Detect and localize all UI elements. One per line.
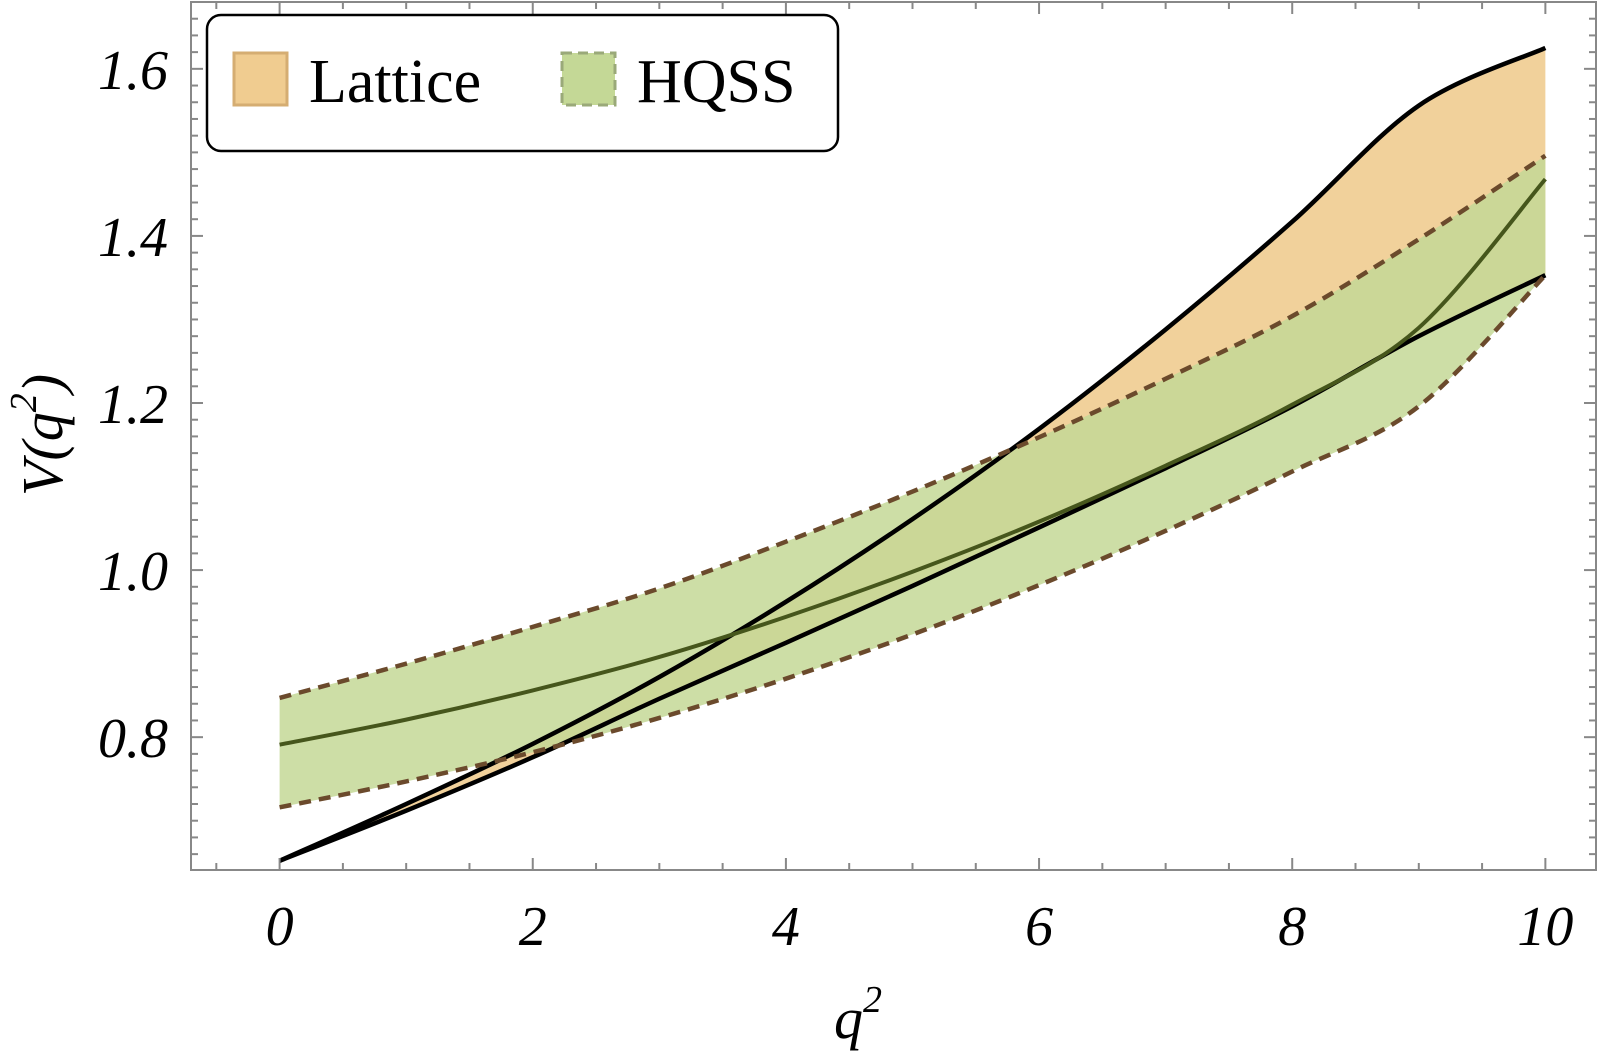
hqss-lower-line — [279, 273, 1547, 810]
hqss-upper-line — [279, 153, 1547, 701]
y-tick-label: 1.2 — [98, 374, 168, 436]
y-tick-label: 1.0 — [98, 541, 168, 603]
x-axis-title: q2 — [834, 979, 882, 1051]
plot-layer — [278, 45, 1547, 863]
x-tick-label: 4 — [772, 896, 800, 958]
legend-swatch-lattice — [232, 51, 289, 107]
legend: Lattice HQSS — [205, 13, 840, 153]
y-tick-label: 1.4 — [98, 207, 168, 269]
legend-label-hqss: HQSS — [637, 48, 796, 116]
x-tick-label: 8 — [1278, 896, 1306, 958]
legend-swatch-hqss — [560, 51, 617, 107]
y-ticks: 0.8 1.0 1.2 1.4 1.6 — [98, 0, 1596, 856]
y-tick-label: 0.8 — [98, 708, 168, 770]
lattice-band — [279, 47, 1546, 861]
hqss-center-line — [279, 177, 1547, 747]
x-tick-label: 0 — [266, 896, 294, 958]
x-ticks: 0 2 4 6 8 10 — [215, 2, 1573, 958]
x-tick-label: 6 — [1025, 896, 1053, 958]
x-tick-label: 10 — [1517, 896, 1573, 958]
legend-label-lattice: Lattice — [309, 48, 481, 116]
x-tick-label: 2 — [519, 896, 547, 958]
y-tick-label: 1.6 — [98, 40, 168, 102]
lattice-upper-line — [278, 45, 1547, 863]
legend-box — [205, 13, 840, 153]
y-axis-title: V(q2) — [3, 374, 75, 496]
hqss-band — [279, 155, 1546, 808]
